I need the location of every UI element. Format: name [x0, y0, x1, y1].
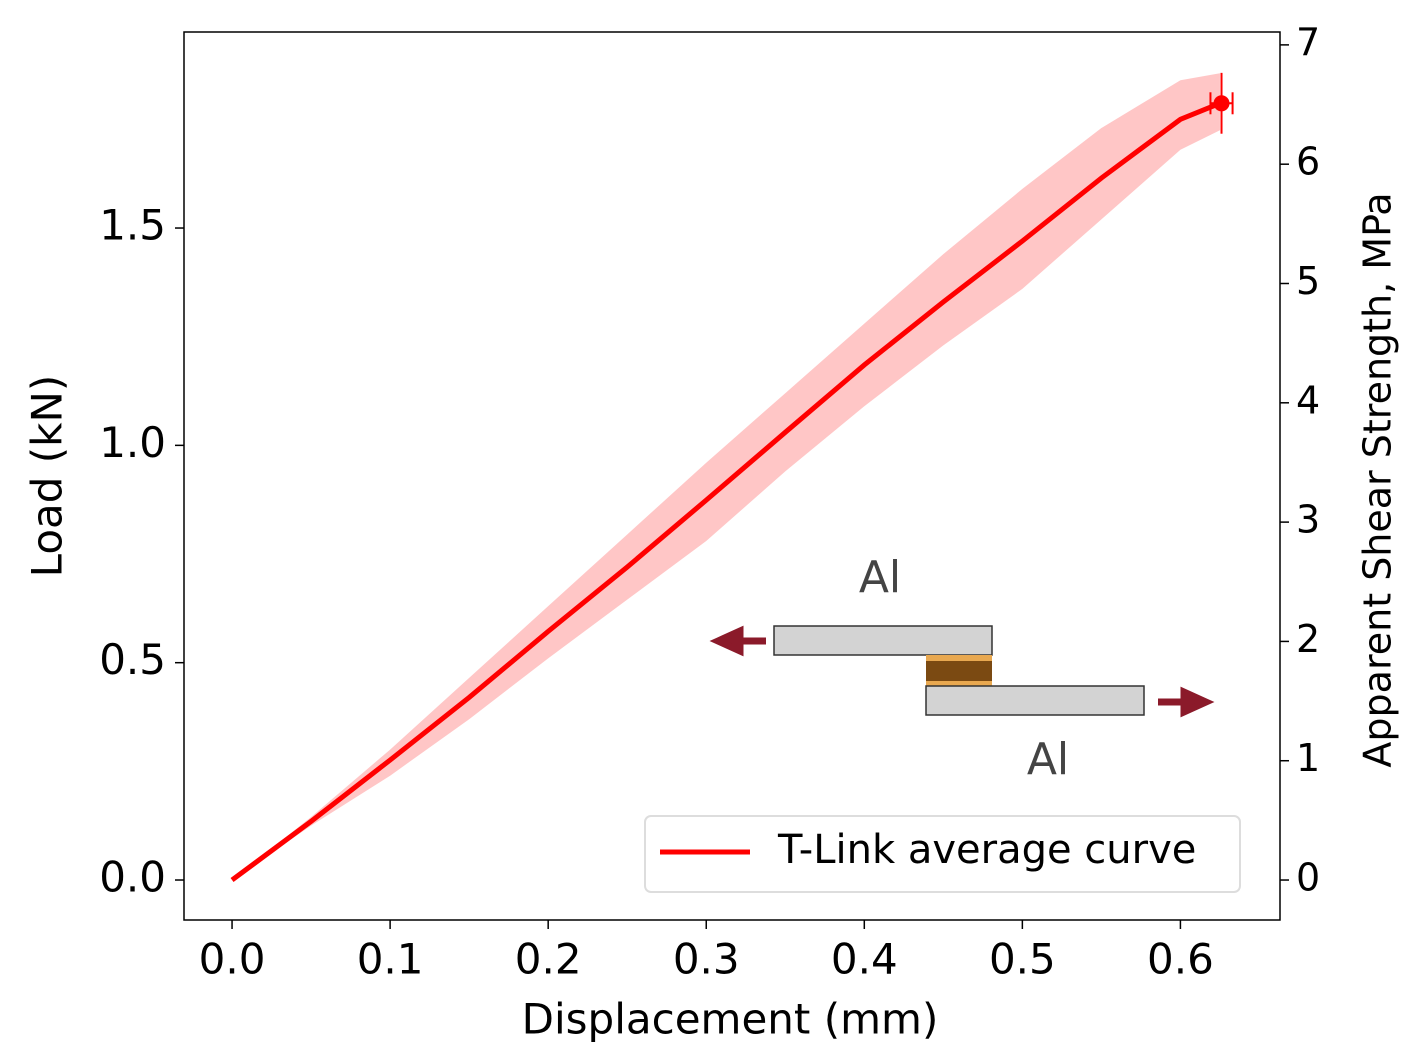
x-tick-label: 0.3 [673, 935, 740, 984]
y-axis-label: Load (kN) [23, 375, 72, 578]
y-tick-label: 0.0 [99, 853, 166, 902]
bottom-plate [925, 685, 1145, 716]
plot-frame [183, 31, 1281, 921]
inset-label: Al [859, 552, 901, 603]
inset-diagram: Al Al [709, 552, 1215, 785]
y2-tick-label: 2 [1296, 617, 1320, 661]
x-tick-label: 0.0 [199, 935, 266, 984]
confidence-band [232, 73, 1220, 881]
x-tick-label: 0.2 [515, 935, 582, 984]
y-tick-label: 0.5 [99, 635, 166, 684]
adhesive-core [926, 661, 992, 681]
legend-box [644, 815, 1241, 893]
y2-axis-label: Apparent Shear Strength, MPa [1356, 192, 1400, 767]
y2-tick-label: 7 [1296, 20, 1320, 64]
y2-tick-label: 5 [1296, 259, 1320, 303]
inset-label: Al [1027, 734, 1069, 785]
legend: T-Link average curve [644, 815, 1241, 893]
legend-label: T-Link average curve [777, 827, 1196, 873]
y2-tick-label: 3 [1296, 498, 1320, 542]
x-tick-label: 0.1 [357, 935, 424, 984]
y-tick-label: 1.5 [99, 201, 166, 250]
x-tick-label: 0.4 [831, 935, 898, 984]
plot-area [230, 72, 1234, 883]
y-tick-label: 1.0 [99, 418, 166, 467]
right-arrow [1158, 686, 1215, 718]
y2-tick-label: 1 [1296, 736, 1320, 780]
x-axis-label: Displacement (mm) [522, 995, 939, 1044]
x-tick-label: 0.5 [989, 935, 1056, 984]
line [230, 100, 1221, 883]
y2-tick-label: 0 [1296, 856, 1320, 900]
y2-tick-label: 6 [1296, 140, 1320, 184]
y2-tick-label: 4 [1296, 378, 1320, 422]
left-arrow [709, 625, 766, 657]
end-point [1213, 95, 1230, 112]
top-plate [773, 625, 993, 656]
x-tick-label: 0.6 [1147, 935, 1214, 984]
